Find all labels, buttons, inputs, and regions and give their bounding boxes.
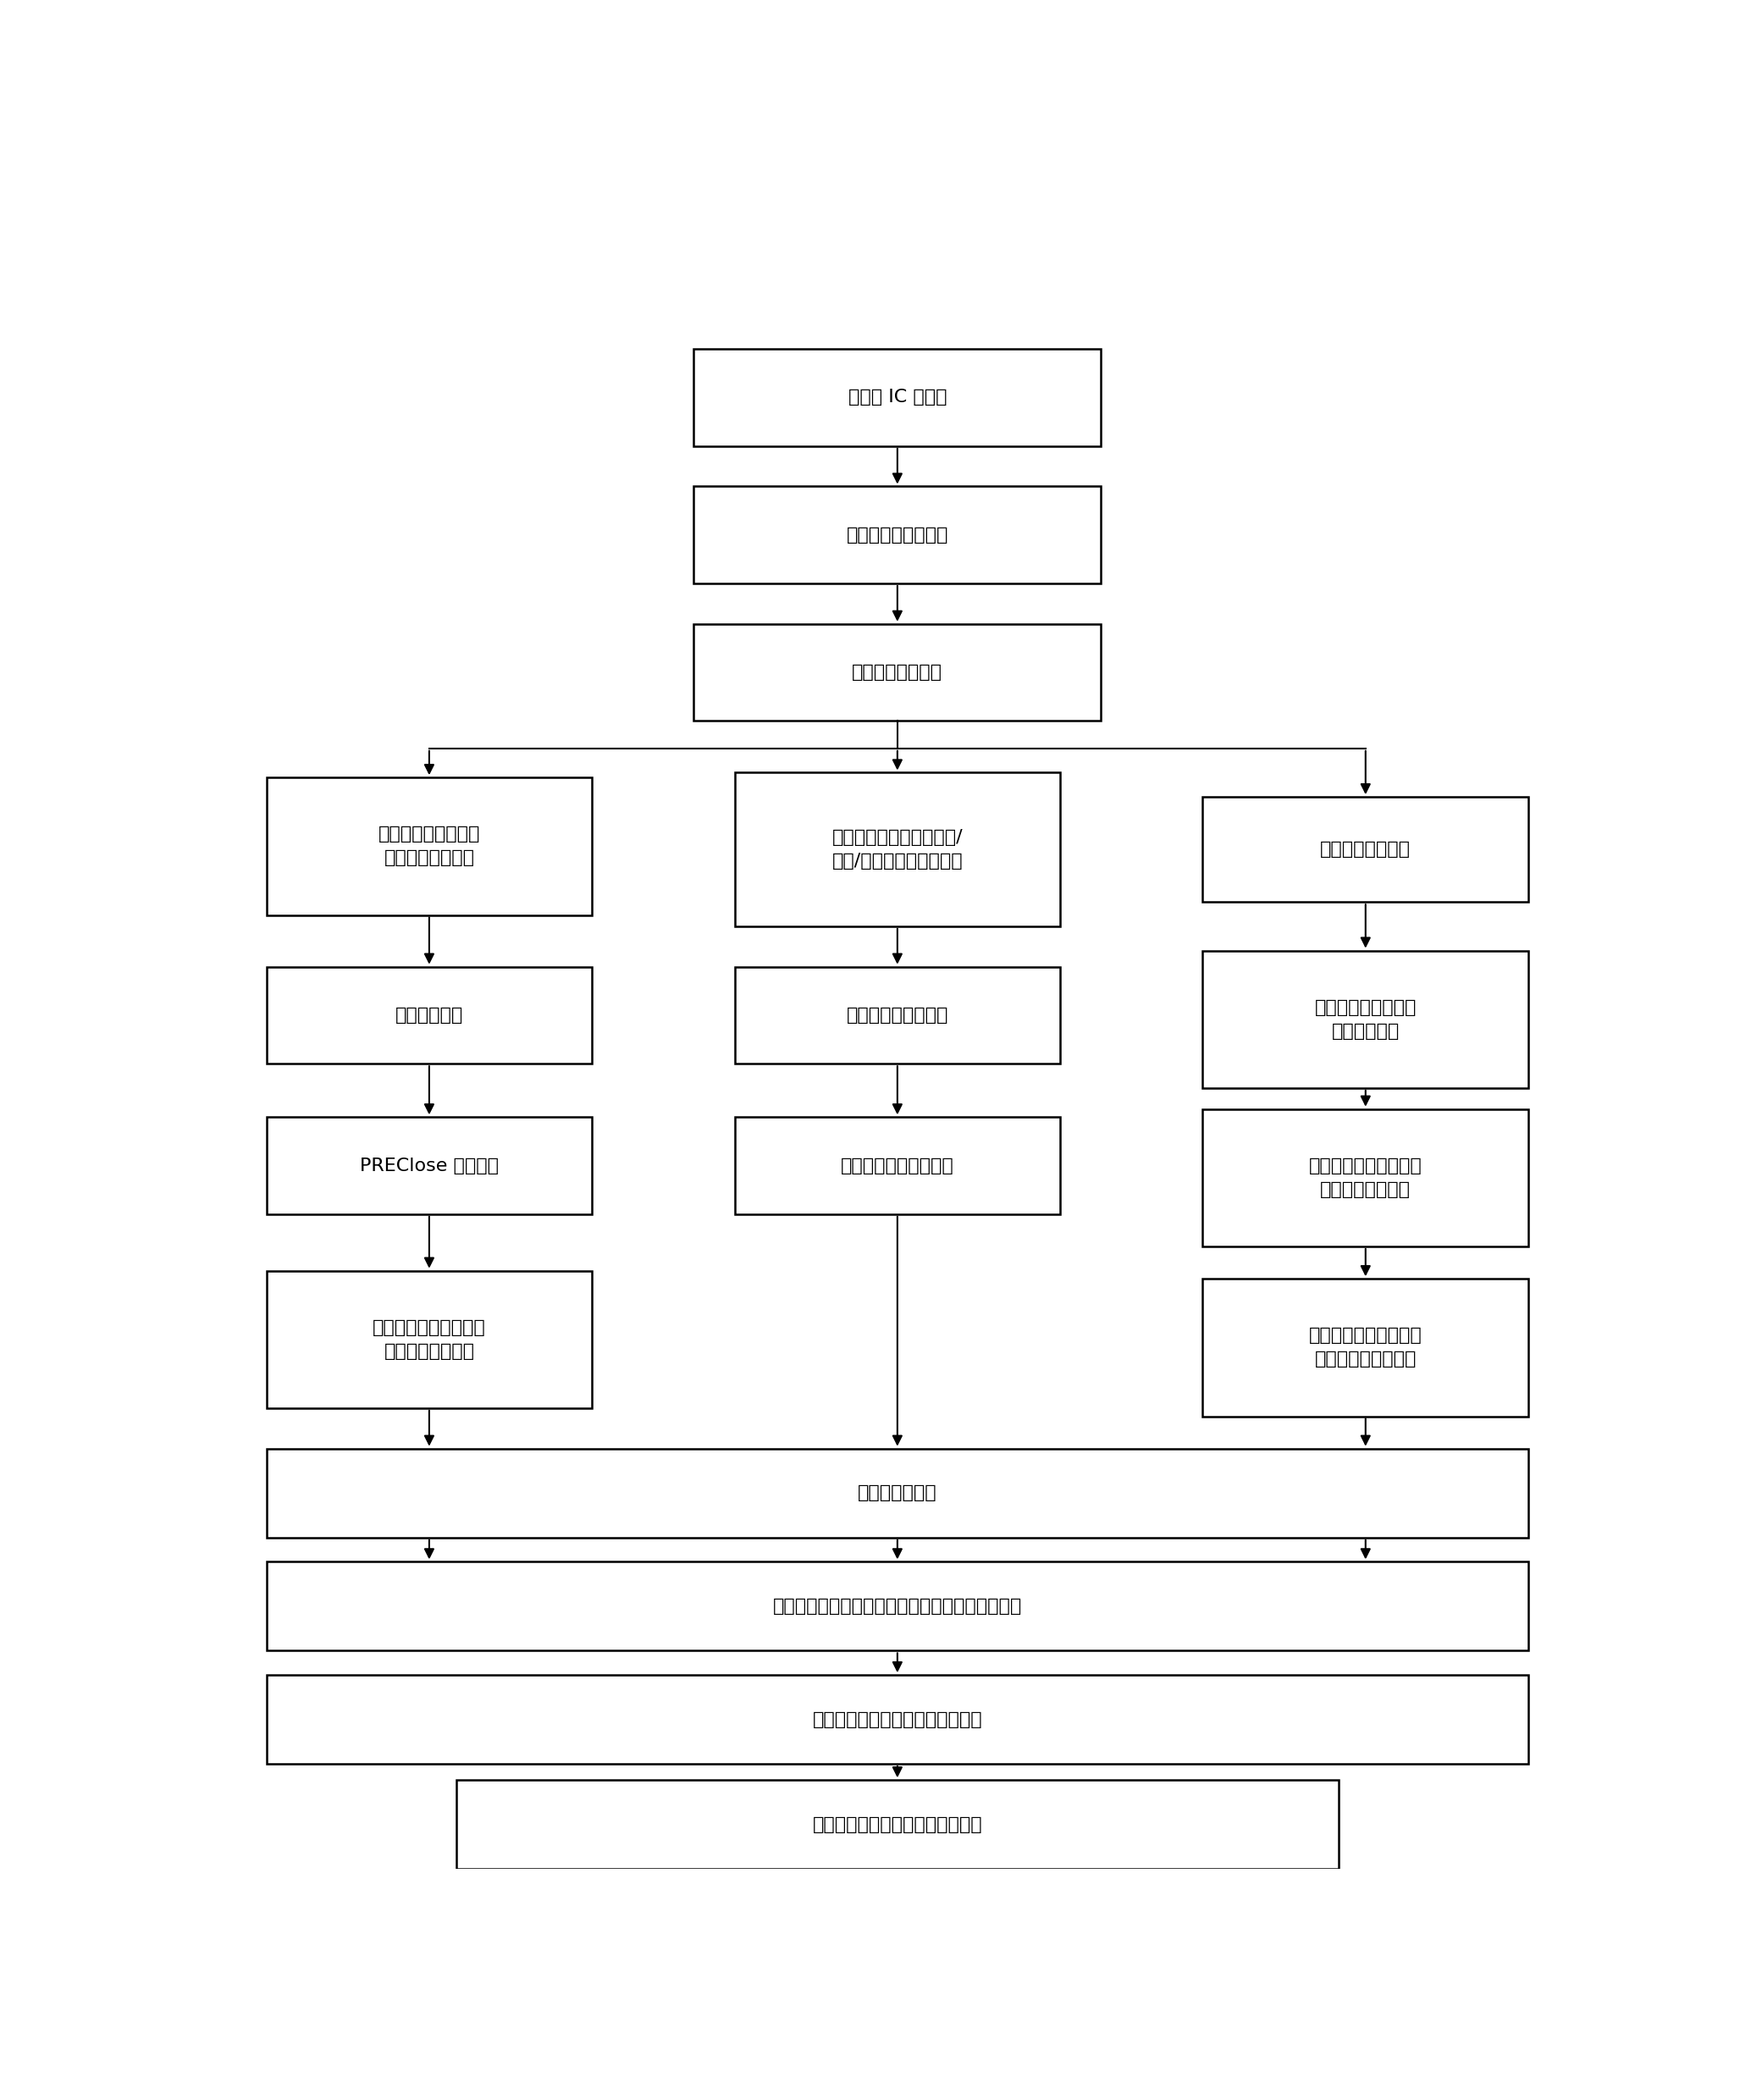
Text: 图像信息处理: 图像信息处理 — [396, 1006, 464, 1023]
Text: 被试者的是否疲劳及疲劳状态程度: 被试者的是否疲劳及疲劳状态程度 — [812, 1816, 982, 1833]
FancyBboxPatch shape — [693, 487, 1101, 584]
FancyBboxPatch shape — [266, 1676, 1529, 1764]
FancyBboxPatch shape — [1203, 796, 1529, 903]
Text: 眨眼频率，打哈欠等面
部行为形态学参数: 眨眼频率，打哈欠等面 部行为形态学参数 — [373, 1319, 485, 1361]
FancyBboxPatch shape — [266, 1449, 1529, 1537]
Text: 各参数与相应的预先设定值比较得出单项指标结果: 各参数与相应的预先设定值比较得出单项指标结果 — [772, 1598, 1023, 1615]
FancyBboxPatch shape — [735, 773, 1061, 926]
Text: 各单项指标参数结果权重综合评判: 各单项指标参数结果权重综合评判 — [812, 1712, 982, 1728]
FancyBboxPatch shape — [735, 1117, 1061, 1214]
Text: 触摸显示屏显示模拟
驾驶场景动画: 触摸显示屏显示模拟 驾驶场景动画 — [1315, 1000, 1417, 1040]
FancyBboxPatch shape — [735, 966, 1061, 1065]
FancyBboxPatch shape — [266, 1270, 592, 1409]
Text: 启动疲劳测试系统: 启动疲劳测试系统 — [853, 664, 942, 680]
Text: 操控方向操纵装置、点
击触摸屏选择判断: 操控方向操纵装置、点 击触摸屏选择判断 — [1310, 1157, 1422, 1199]
Text: 中央控制处理器: 中央控制处理器 — [858, 1485, 937, 1502]
Text: 脉搏仪检测被试者（腕部/
手指/耳垂）脉搏跳动频率: 脉搏仪检测被试者（腕部/ 手指/耳垂）脉搏跳动频率 — [832, 830, 963, 869]
FancyBboxPatch shape — [1203, 951, 1529, 1088]
FancyBboxPatch shape — [693, 624, 1101, 720]
Text: 脉搏变化率生理学参数: 脉搏变化率生理学参数 — [840, 1157, 954, 1174]
FancyBboxPatch shape — [693, 349, 1101, 445]
FancyBboxPatch shape — [266, 777, 592, 916]
FancyBboxPatch shape — [1203, 1109, 1529, 1247]
FancyBboxPatch shape — [266, 1562, 1529, 1651]
FancyBboxPatch shape — [1203, 1279, 1529, 1415]
FancyBboxPatch shape — [266, 966, 592, 1065]
Text: 驾驶员基本信息确认: 驾驶员基本信息确认 — [846, 527, 949, 544]
FancyBboxPatch shape — [266, 1117, 592, 1214]
Text: 摄像头拍摄被试者眼
睛，嘴巴动态图像: 摄像头拍摄被试者眼 睛，嘴巴动态图像 — [378, 825, 480, 867]
Text: 驾驶员 IC 卡刷卡: 驾驶员 IC 卡刷卡 — [847, 388, 947, 405]
FancyBboxPatch shape — [457, 1781, 1338, 1869]
Text: PREClose 检测系统: PREClose 检测系统 — [359, 1157, 499, 1174]
Text: 反应能力，注意力，危
险感知等心理学参数: 反应能力，注意力，危 险感知等心理学参数 — [1310, 1327, 1422, 1367]
Text: 情景测试模块启动: 情景测试模块启动 — [1320, 840, 1411, 859]
Text: 脉搏频率动态变化值: 脉搏频率动态变化值 — [846, 1006, 949, 1023]
